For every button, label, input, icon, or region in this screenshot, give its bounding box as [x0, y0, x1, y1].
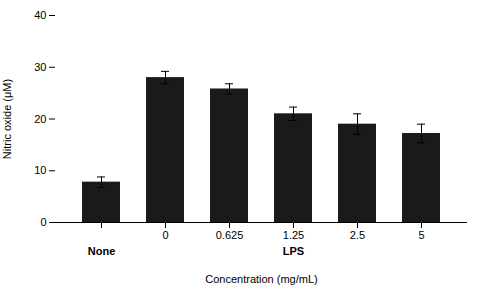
- svg-text:30: 30: [34, 61, 46, 73]
- svg-text:0.625: 0.625: [216, 229, 244, 241]
- svg-text:40: 40: [34, 9, 46, 21]
- svg-text:10: 10: [34, 164, 46, 176]
- svg-text:2.5: 2.5: [350, 229, 365, 241]
- svg-text:5: 5: [418, 229, 424, 241]
- svg-text:Nitric oxide (μM): Nitric oxide (μM): [1, 79, 13, 159]
- svg-text:Concentration (mg/mL): Concentration (mg/mL): [205, 273, 318, 285]
- svg-text:0: 0: [162, 229, 168, 241]
- svg-text:LPS: LPS: [283, 245, 304, 257]
- svg-text:20: 20: [34, 113, 46, 125]
- svg-text:0: 0: [40, 216, 46, 228]
- svg-text:1.25: 1.25: [283, 229, 304, 241]
- svg-text:None: None: [88, 245, 116, 257]
